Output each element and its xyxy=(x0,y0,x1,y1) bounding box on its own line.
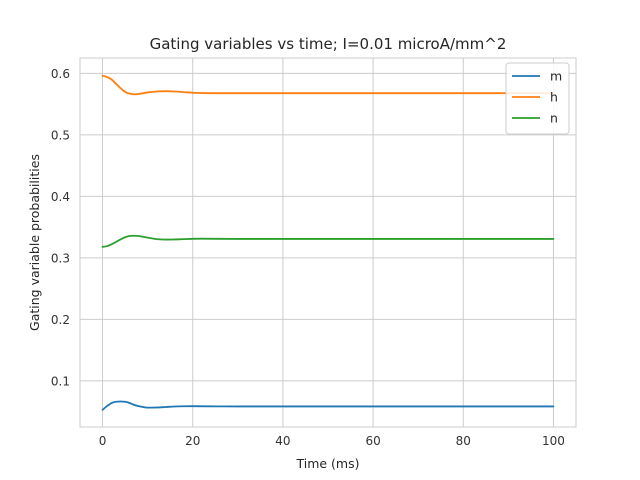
x-tick-label: 0 xyxy=(99,434,107,448)
x-axis-label: Time (ms) xyxy=(295,456,359,471)
legend-label-n: n xyxy=(550,111,558,126)
y-tick-label: 0.2 xyxy=(51,313,70,327)
x-tick-label: 100 xyxy=(542,434,565,448)
plot-background xyxy=(80,58,576,427)
y-tick-label: 0.4 xyxy=(51,190,70,204)
x-tick-label: 60 xyxy=(365,434,380,448)
chart-title: Gating variables vs time; I=0.01 microA/… xyxy=(150,35,507,53)
ticks: 0 20 40 60 80 100 0.1 0.2 0.3 0.4 0.5 0.6 xyxy=(51,67,565,448)
series-line-h xyxy=(101,74,555,96)
y-tick-label: 0.6 xyxy=(51,67,70,81)
x-tick-label: 80 xyxy=(456,434,471,448)
x-tick-label: 20 xyxy=(185,434,200,448)
y-tick-label: 0.1 xyxy=(51,374,70,388)
x-tick-label: 40 xyxy=(275,434,290,448)
legend-label-m: m xyxy=(550,69,562,84)
plot-frame xyxy=(79,57,577,428)
legend: mhn xyxy=(505,62,570,135)
series-layer xyxy=(101,74,555,411)
legend-label-h: h xyxy=(550,90,558,105)
y-axis-label: Gating variable probabilities xyxy=(27,154,42,331)
series-line-n xyxy=(101,234,555,248)
y-tick-label: 0.5 xyxy=(51,128,70,142)
series-line-m xyxy=(101,400,555,411)
y-tick-label: 0.3 xyxy=(51,251,70,265)
legend-box xyxy=(505,62,570,135)
